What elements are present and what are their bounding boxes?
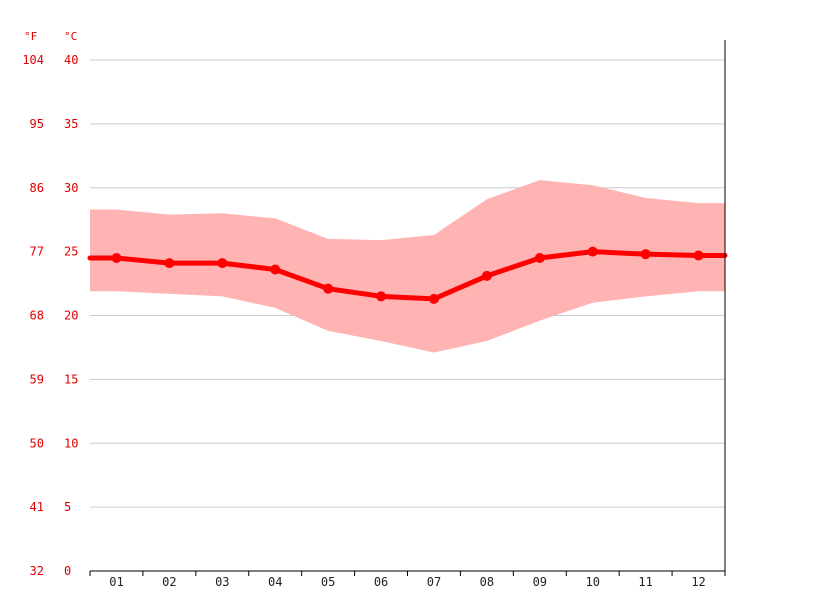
y-tick-fahrenheit: 41 — [30, 500, 44, 514]
mean-temperature-point — [640, 249, 651, 260]
y-tick-fahrenheit: 104 — [22, 53, 44, 67]
y-tick-celsius: 20 — [64, 309, 78, 323]
y-tick-fahrenheit: 77 — [30, 245, 44, 259]
x-tick-label: 03 — [215, 575, 229, 589]
y-tick-fahrenheit: 50 — [30, 436, 44, 450]
mean-temperature-points — [111, 246, 704, 304]
x-tick-label: 10 — [585, 575, 599, 589]
axes — [89, 40, 726, 576]
y-tick-celsius: 40 — [64, 53, 78, 67]
x-tick-label: 06 — [374, 575, 388, 589]
fahrenheit-unit-label: °F — [24, 30, 37, 43]
min-max-temperature-band — [90, 180, 725, 353]
y-tick-fahrenheit: 95 — [30, 117, 44, 131]
x-tick-label: 11 — [638, 575, 652, 589]
mean-temperature-point — [534, 253, 545, 264]
y-tick-celsius: 15 — [64, 372, 78, 386]
x-tick-label: 02 — [162, 575, 176, 589]
mean-temperature-point — [323, 283, 334, 294]
x-tick-labels: 01 02 03 04 05 06 07 08 09 10 11 12 — [109, 575, 706, 589]
y-tick-celsius: 25 — [64, 245, 78, 259]
x-tick-label: 12 — [691, 575, 705, 589]
x-tick-label: 05 — [321, 575, 335, 589]
mean-temperature-point — [428, 293, 439, 304]
y-tick-fahrenheit: 68 — [30, 309, 44, 323]
x-tick-label: 07 — [427, 575, 441, 589]
mean-temperature-point — [164, 258, 175, 269]
y-tick-celsius: 10 — [64, 436, 78, 450]
mean-temperature-point — [376, 291, 387, 302]
x-tick-label: 09 — [533, 575, 547, 589]
mean-temperature-line — [87, 249, 728, 302]
mean-temperature-point — [270, 264, 281, 275]
mean-temperature-point — [693, 250, 704, 261]
x-tick-label: 08 — [480, 575, 494, 589]
mean-temperature-point — [587, 246, 598, 257]
celsius-unit-label: °C — [64, 30, 77, 43]
mean-temperature-point — [481, 270, 492, 281]
y-tick-celsius: 35 — [64, 117, 78, 131]
x-tick-label: 01 — [109, 575, 123, 589]
mean-temperature-point — [111, 253, 122, 264]
y-tick-fahrenheit: 59 — [30, 372, 44, 386]
y-tick-celsius: 30 — [64, 181, 78, 195]
mean-temperature-point — [217, 258, 228, 269]
y-tick-fahrenheit: 86 — [30, 181, 44, 195]
y-tick-fahrenheit: 32 — [30, 564, 44, 578]
y-tick-labels: 32 0 41 5 50 10 59 15 68 20 77 25 86 30 95 35 104 40 — [22, 53, 78, 578]
y-tick-celsius: 0 — [64, 564, 71, 578]
x-tick-label: 04 — [268, 575, 282, 589]
y-tick-celsius: 5 — [64, 500, 71, 514]
